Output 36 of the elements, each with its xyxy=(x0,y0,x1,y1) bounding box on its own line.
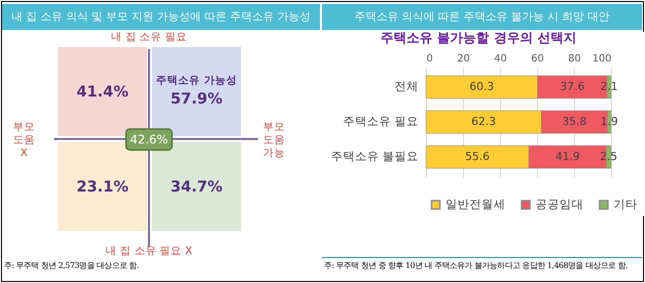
data-label: 1.9 xyxy=(600,115,618,128)
x-tick-label: 60 xyxy=(531,54,544,64)
x-tick-label: 20 xyxy=(457,54,470,64)
text: 내 집 소유 필요 xyxy=(110,31,188,43)
data-label: 55.6 xyxy=(465,150,490,163)
y-tick-label: 주택소유 불필요 xyxy=(330,148,418,163)
data-label: 41.9 xyxy=(555,150,580,163)
y-tick-label: 주택소유 필요 xyxy=(342,114,418,128)
x-tick-label: 80 xyxy=(568,54,581,64)
category-label: 주택소유 가능성 xyxy=(156,74,237,86)
text: 주: 무주택 청년 중 향후 10년 내 주택소유가 불가능하다고 응답한 1,468명을 대상으로 함. xyxy=(322,257,642,274)
x-tick-label: 0 xyxy=(426,54,433,64)
chart-title: 주택소유 의식에 따른 주택소유 불가능 시 희망 대안 xyxy=(322,4,642,30)
text: 부모 도움 가능 xyxy=(263,121,285,159)
legend-label: 공공임대 xyxy=(536,196,584,211)
data-label: 2.1 xyxy=(600,80,618,94)
text: 부모 도움 X xyxy=(13,121,35,159)
legend-label: 기타 xyxy=(614,196,638,211)
data-label: 35.8 xyxy=(562,115,587,128)
text: 57.9% xyxy=(170,90,223,108)
text: 23.1% xyxy=(76,178,129,196)
text: 34.7% xyxy=(170,178,223,196)
text: 내 집 소유 필요 X xyxy=(106,245,192,257)
text: 주: 무주택 청년 2,573명을 대상으로 함. xyxy=(2,257,320,274)
data-label: 37.6 xyxy=(560,80,585,94)
x-tick-label: 100 xyxy=(592,54,612,64)
data-label: 2.5 xyxy=(600,150,618,163)
x-tick-label: 40 xyxy=(494,54,507,64)
text: 42.6% xyxy=(130,132,168,146)
legend-label: 일반전월세 xyxy=(446,196,506,211)
y-tick-label: 전체 xyxy=(394,79,418,94)
data-label: 60.3 xyxy=(470,80,494,94)
data-label: 62.3 xyxy=(471,115,496,128)
text: 내 집 소유 의식 및 부모 지원 가능성에 따른 주택소유 가능성 xyxy=(2,4,320,30)
text: 41.4% xyxy=(76,82,129,100)
chart-subtitle: 주택소유 불가능할 경우의 선택지 xyxy=(380,31,576,46)
